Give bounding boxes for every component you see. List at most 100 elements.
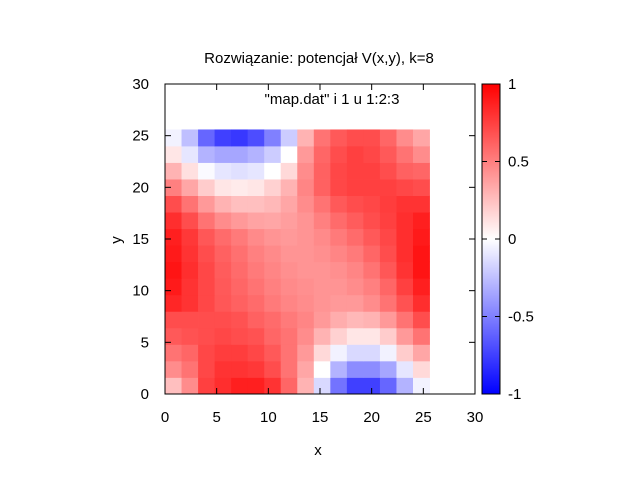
heatmap-cell <box>181 278 199 296</box>
heatmap-cell <box>181 195 199 213</box>
colorbar-tick-label: 0.5 <box>508 154 529 171</box>
heatmap-cell <box>396 294 414 312</box>
heatmap-cell <box>247 294 265 312</box>
heatmap-cell <box>198 344 215 362</box>
heatmap-cell <box>346 129 364 147</box>
heatmap-cell <box>198 294 215 312</box>
heatmap-cell <box>198 195 215 213</box>
heatmap-cell <box>264 377 282 395</box>
x-tick-label: 30 <box>467 409 484 426</box>
heatmap-cell <box>214 261 232 279</box>
heatmap-cell <box>346 179 364 196</box>
heatmap-cell <box>198 129 215 147</box>
heatmap-cell <box>396 311 414 329</box>
heatmap-cell <box>330 212 348 230</box>
heatmap-cell <box>181 129 199 147</box>
heatmap-cell <box>297 360 315 378</box>
colorbar-tick-label: -0.5 <box>508 309 534 326</box>
heatmap-cell <box>330 261 348 279</box>
heatmap-cell <box>413 344 430 362</box>
heatmap-cell <box>379 129 397 147</box>
heatmap-cell <box>313 195 331 213</box>
heatmap-cell <box>313 344 331 362</box>
heatmap-cell <box>313 377 331 395</box>
heatmap-cell <box>379 179 397 196</box>
heatmap-cell <box>280 162 298 180</box>
heatmap-cell <box>379 245 397 263</box>
heatmap-cell <box>280 212 298 230</box>
heatmap-cell <box>297 212 315 230</box>
heatmap-cell <box>379 327 397 345</box>
heatmap-cell <box>280 195 298 213</box>
heatmap-cell <box>165 146 182 163</box>
heatmap-cell <box>165 261 182 279</box>
heatmap-cell <box>264 212 282 230</box>
heatmap-cell <box>413 129 430 147</box>
heatmap-cell <box>181 294 199 312</box>
heatmap-cell <box>247 228 265 246</box>
heatmap-cell <box>396 129 414 147</box>
heatmap-cell <box>363 311 381 329</box>
heatmap-cell <box>165 360 182 378</box>
heatmap-cell <box>363 228 381 246</box>
heatmap-cell <box>198 162 215 180</box>
heatmap-cell <box>330 162 348 180</box>
heatmap-cell <box>413 294 430 312</box>
heatmap-cell <box>346 212 364 230</box>
heatmap-cell <box>313 228 331 246</box>
heatmap-cell <box>379 294 397 312</box>
heatmap-cell <box>247 360 265 378</box>
heatmap-cell <box>346 294 364 312</box>
heatmap-cell <box>330 179 348 196</box>
heatmap-cell <box>247 179 265 196</box>
x-tick-label: 10 <box>260 409 277 426</box>
heatmap-cell <box>165 344 182 362</box>
heatmap-cell <box>396 377 414 395</box>
heatmap-cell <box>379 162 397 180</box>
heatmap-cell <box>214 278 232 296</box>
heatmap-cell <box>313 212 331 230</box>
heatmap-cell <box>264 245 282 263</box>
heatmap-cell <box>165 129 182 147</box>
heatmap-cell <box>396 327 414 345</box>
heatmap-cell <box>181 179 199 196</box>
heatmap-cell <box>264 294 282 312</box>
heatmap-cell <box>231 278 249 296</box>
heatmap-cell <box>297 344 315 362</box>
heatmap-cell <box>396 245 414 263</box>
heatmap-cell <box>396 212 414 230</box>
heatmap-cell <box>413 245 430 263</box>
heatmap-cell <box>297 311 315 329</box>
heatmap-cell <box>330 146 348 163</box>
heatmap-cell <box>165 162 182 180</box>
heatmap-cell <box>247 344 265 362</box>
heatmap-cell <box>346 146 364 163</box>
heatmap-cell <box>264 146 282 163</box>
heatmap-cell <box>231 245 249 263</box>
heatmap-cell <box>214 360 232 378</box>
heatmap-cell <box>363 129 381 147</box>
x-tick-label: 5 <box>212 409 220 426</box>
heatmap-cell <box>214 212 232 230</box>
heatmap-cell <box>346 344 364 362</box>
y-tick-label: 0 <box>141 386 149 403</box>
heatmap-cell <box>247 377 265 395</box>
heatmap-cell <box>264 278 282 296</box>
heatmap-cell <box>363 212 381 230</box>
heatmap-cell <box>313 261 331 279</box>
heatmap-cell <box>346 261 364 279</box>
y-tick-label: 25 <box>132 128 149 145</box>
heatmap-cell <box>363 344 381 362</box>
heatmap-cell <box>346 327 364 345</box>
heatmap-cell <box>330 377 348 395</box>
heatmap-cell <box>181 377 199 395</box>
heatmap-cell <box>379 146 397 163</box>
heatmap-cell <box>363 377 381 395</box>
heatmap-cell <box>346 278 364 296</box>
y-axis-label: y <box>108 236 125 244</box>
heatmap-cell <box>280 278 298 296</box>
heatmap-cell <box>413 228 430 246</box>
heatmap-cell <box>413 377 430 395</box>
heatmap-cell <box>264 344 282 362</box>
heatmap-cell <box>214 146 232 163</box>
